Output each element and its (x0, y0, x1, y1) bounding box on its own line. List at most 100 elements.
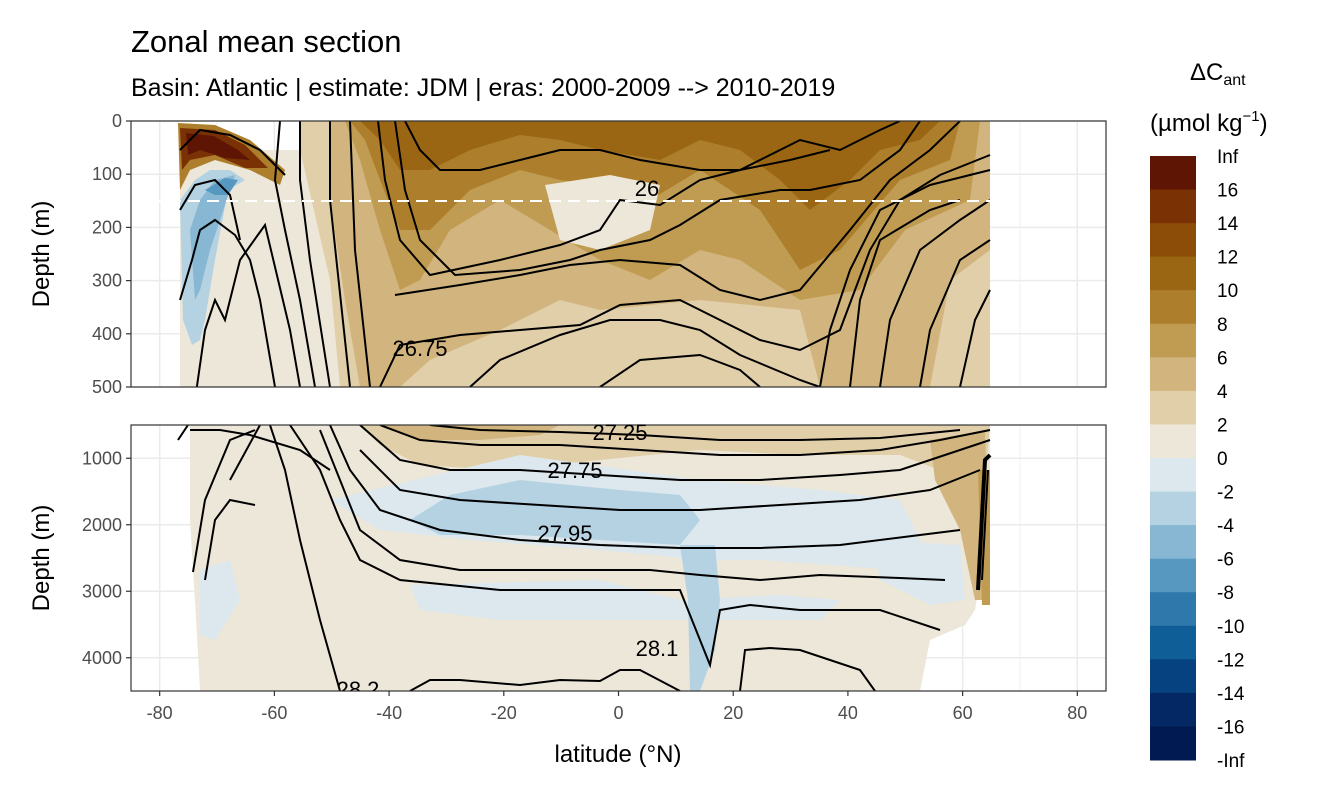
y-tick-label: 1000 (82, 448, 122, 468)
isopycnal-line (177, 425, 189, 441)
isopycnal-line (404, 121, 831, 171)
y-tick-label: 400 (92, 324, 122, 344)
isopycnal-label: 28.2 (337, 677, 380, 702)
legend-swatch (1150, 525, 1196, 560)
legend-swatch (1150, 357, 1196, 392)
legend-label: -6 (1217, 550, 1234, 571)
legend-label: -10 (1217, 617, 1244, 638)
x-tick-label: 20 (723, 703, 743, 723)
isopycnal-line (204, 498, 256, 581)
isopycnal-line (329, 425, 961, 549)
x-tick-label: -80 (147, 703, 173, 723)
isopycnal-line (394, 121, 961, 302)
isopycnal-line (359, 449, 981, 511)
isopycnal-line (273, 121, 316, 387)
isopycnal-line (179, 178, 241, 241)
legend-label: -8 (1217, 583, 1234, 604)
legend-swatch (1150, 223, 1196, 258)
isopycnal-line (739, 646, 876, 691)
y-tick-label: 2000 (82, 515, 122, 535)
isopycnal-label: 26.75 (392, 336, 447, 361)
isopycnal-label: 27.75 (547, 458, 602, 483)
y-axis-title-upper: Depth (m) (28, 201, 55, 308)
x-tick-label: 0 (613, 703, 623, 723)
legend-label: Inf (1217, 147, 1239, 168)
fill-south-core (186, 133, 250, 160)
isopycnal-label: 27.95 (537, 521, 592, 546)
legend-label: 8 (1217, 315, 1228, 336)
isopycnal-line (377, 121, 901, 277)
y-tick-label: 200 (92, 217, 122, 237)
isopycnal-line (299, 121, 331, 387)
legend-label: 0 (1217, 449, 1228, 470)
isopycnal-line (379, 154, 991, 387)
lower-panel-fills (190, 425, 990, 691)
legend-swatch (1150, 625, 1196, 660)
fill-2-4-deep (360, 425, 990, 500)
isopycnal-line (599, 353, 761, 387)
lower-contours (177, 425, 992, 691)
isopycnal-label: 26 (635, 176, 659, 201)
legend-swatch (1150, 558, 1196, 593)
legend-title: ΔCant (1190, 59, 1246, 89)
x-tick-label: -60 (261, 703, 287, 723)
isopycnal-line (981, 469, 989, 581)
legend-swatch (1150, 458, 1196, 493)
upper-contours (131, 121, 1106, 387)
legend-label: 14 (1217, 214, 1239, 235)
legend-swatch (1150, 592, 1196, 627)
legend-label: 12 (1217, 248, 1238, 269)
isopycnal-line (195, 222, 301, 387)
x-tick-label: -40 (376, 703, 402, 723)
x-axis-title: latitude (°N) (555, 741, 682, 768)
x-tick-label: 60 (953, 703, 973, 723)
upper-panel-border (130, 120, 1107, 388)
legend-label: 16 (1217, 181, 1238, 202)
fill-neg-4-2 (410, 480, 700, 545)
legend-swatch (1150, 323, 1196, 358)
isopycnal-label: 28.1 (636, 636, 679, 661)
legend-swatch (1150, 424, 1196, 459)
legend-swatch (1150, 390, 1196, 425)
legend-label: 2 (1217, 415, 1228, 436)
legend-label: -12 (1217, 650, 1244, 671)
isopycnal-line (959, 289, 991, 387)
legend-swatch (1150, 256, 1196, 291)
isopycnal-line (319, 429, 946, 582)
isopycnal-line (409, 669, 681, 691)
y-tick-label: 500 (92, 377, 122, 397)
isopycnal-line (229, 425, 261, 481)
contour-labels: 26 26.75 27.25 27.75 27.95 28.1 28.2 (337, 176, 679, 702)
x-tick-label: 40 (838, 703, 858, 723)
legend-swatch (1150, 726, 1196, 761)
fill-neg-4-2-mid (870, 540, 965, 605)
legend-label: 6 (1217, 348, 1228, 369)
legend-label: 10 (1217, 281, 1238, 302)
y-tick-label: 300 (92, 271, 122, 291)
legend-swatch (1150, 659, 1196, 694)
isopycnal-line (269, 425, 341, 691)
isopycnal-line (289, 425, 941, 669)
legend-swatch (1150, 156, 1196, 191)
fill-neg-2-0-west (200, 560, 240, 640)
isopycnal-label: 27.25 (592, 420, 647, 445)
y-axis-title-lower: Depth (m) (28, 505, 55, 612)
isopycnal-line (349, 121, 371, 387)
legend-swatch (1150, 692, 1196, 727)
isopycnal-line (379, 425, 991, 456)
y-tick-label: 4000 (82, 648, 122, 668)
isopycnal-line (359, 425, 991, 481)
isopycnal-line (819, 169, 991, 387)
legend-label: -Inf (1217, 751, 1245, 772)
x-tick-label: 80 (1067, 703, 1087, 723)
isopycnal-line (849, 199, 961, 387)
fill-south-neg-core (190, 175, 235, 300)
isopycnal-line (919, 239, 991, 387)
isopycnal-line (469, 319, 821, 387)
legend-label: -16 (1217, 717, 1244, 738)
isopycnal-line (192, 429, 256, 573)
chart-title: Zonal mean section (131, 24, 402, 59)
x-tick-label: -20 (491, 703, 517, 723)
